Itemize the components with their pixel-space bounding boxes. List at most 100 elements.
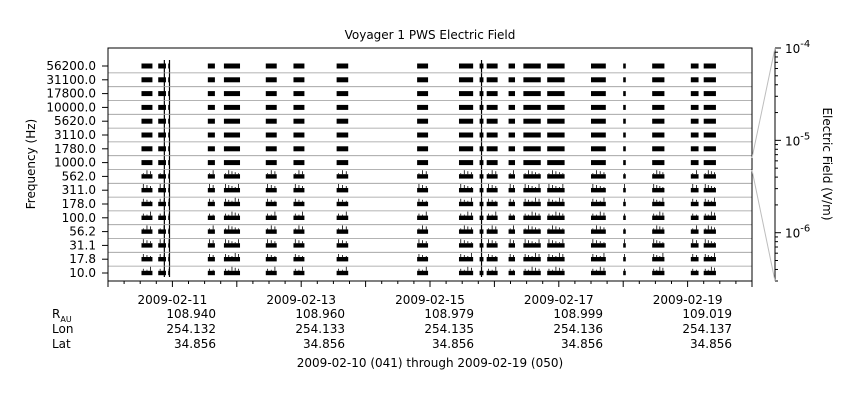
data-bar — [223, 174, 241, 179]
data-bar — [623, 257, 626, 262]
footer-value: 34.856 — [432, 337, 474, 351]
data-bar — [141, 243, 153, 248]
data-bar — [523, 174, 541, 179]
data-bar — [141, 270, 153, 276]
data-bar — [508, 160, 516, 166]
data-bar — [158, 215, 166, 220]
data-bar — [652, 215, 665, 220]
data-bar — [690, 215, 699, 220]
data-bar — [458, 188, 474, 193]
data-bar — [547, 229, 565, 234]
data-bar — [158, 118, 166, 124]
data-bar — [336, 146, 349, 152]
time-axis: 2009-02-11 2009-02-13 2009-02-15 2009-02-17… — [107, 281, 753, 307]
data-bar — [703, 270, 716, 276]
data-bar — [703, 160, 716, 166]
data-bar — [458, 270, 474, 276]
data-bar — [523, 243, 541, 248]
data-bar — [652, 201, 665, 207]
data-bar — [458, 77, 474, 83]
data-bar — [652, 188, 665, 193]
data-bar — [690, 104, 699, 110]
data-bar — [547, 188, 565, 193]
data-bar — [141, 215, 153, 220]
data-bar — [508, 229, 516, 234]
data-bar — [293, 132, 305, 138]
data-bar — [223, 270, 241, 276]
date-tick-label: 2009-02-11 — [138, 293, 208, 307]
data-bar — [508, 104, 516, 110]
frequency-tick-label: 10000.0 — [46, 100, 96, 114]
data-bar — [417, 132, 429, 138]
data-bar — [223, 132, 241, 138]
data-bar — [265, 146, 277, 152]
data-bar — [158, 104, 166, 110]
data-bar — [547, 160, 565, 166]
data-bar — [652, 243, 665, 248]
footer-row-label: Lat — [52, 337, 71, 351]
data-bar — [690, 132, 699, 138]
data-bar — [591, 104, 606, 110]
data-bar — [703, 63, 716, 69]
data-bar — [141, 118, 153, 124]
data-bar — [336, 188, 349, 193]
footer-value: 254.133 — [295, 322, 345, 336]
data-bar — [652, 77, 665, 83]
data-bar — [508, 118, 516, 124]
data-bar — [547, 257, 565, 262]
data-bar — [523, 188, 541, 193]
footer-value: 254.135 — [424, 322, 474, 336]
data-bar — [207, 160, 215, 166]
data-bar — [207, 201, 215, 207]
data-bar — [207, 146, 215, 152]
date-tick-label: 2009-02-13 — [266, 293, 336, 307]
data-bar — [158, 132, 166, 138]
frequency-tick-label: 1000.0 — [54, 156, 96, 170]
data-bar — [508, 215, 516, 220]
data-bar — [547, 132, 565, 138]
data-bar — [158, 257, 166, 262]
data-bar — [547, 146, 565, 152]
data-bar — [623, 104, 626, 110]
data-bar — [623, 215, 626, 220]
data-bar — [623, 63, 626, 69]
frequency-tick-label: 10.0 — [69, 266, 96, 280]
data-bar — [523, 229, 541, 234]
data-bar — [141, 229, 153, 234]
footer-value: 108.979 — [424, 307, 474, 321]
data-bar — [223, 188, 241, 193]
data-bar — [486, 160, 498, 166]
frequency-tick-label: 31100.0 — [46, 73, 96, 87]
frequency-tick-label: 100.0 — [62, 211, 96, 225]
data-bar — [207, 132, 215, 138]
data-bar — [458, 257, 474, 262]
data-bar — [547, 215, 565, 220]
colorbar-tick-label: 10-4 — [785, 39, 810, 56]
data-bar — [265, 77, 277, 83]
data-bar — [591, 132, 606, 138]
frequency-tick-labels: 56200.031100.017800.010000.05620.03110.0… — [46, 59, 108, 280]
data-bar — [591, 91, 606, 97]
data-bar — [336, 243, 349, 248]
data-bar — [265, 270, 277, 276]
data-bar — [508, 77, 516, 83]
data-bar — [158, 146, 166, 152]
frequency-tick-label: 17.8 — [69, 252, 96, 266]
data-bar — [591, 201, 606, 207]
data-bar — [652, 229, 665, 234]
data-bar — [458, 146, 474, 152]
plot-frame — [107, 47, 753, 282]
data-bar — [336, 174, 349, 179]
colorbar-tick-label: 10-5 — [785, 131, 810, 148]
data-bar — [223, 160, 241, 166]
data-bar — [207, 243, 215, 248]
data-bar — [293, 77, 305, 83]
data-bar — [207, 104, 215, 110]
data-bar — [293, 270, 305, 276]
data-bar — [265, 63, 277, 69]
data-bar — [207, 257, 215, 262]
data-bar — [417, 188, 429, 193]
footer-value: 254.136 — [553, 322, 603, 336]
data-bar — [207, 215, 215, 220]
data-bar — [417, 270, 429, 276]
